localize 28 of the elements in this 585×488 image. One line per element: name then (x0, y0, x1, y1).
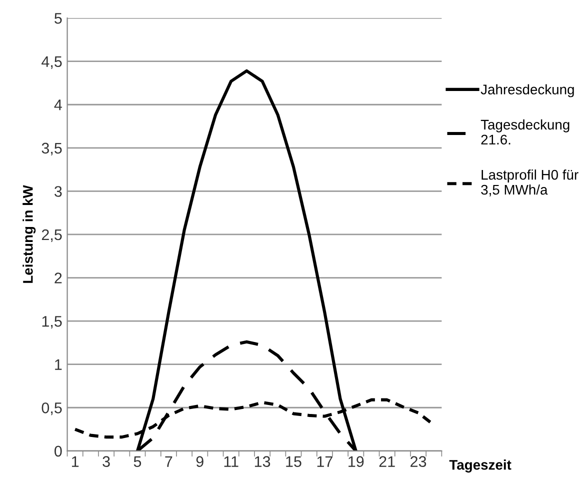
y-tick-label: 2,5 (42, 229, 62, 242)
y-axis-title: Leistung in kW (22, 185, 36, 283)
x-tick-label: 13 (254, 456, 270, 467)
y-tick-label: 4,5 (42, 56, 62, 69)
x-tick-label: 5 (134, 456, 142, 467)
x-axis-title: Tageszeit (449, 460, 512, 473)
x-tick-label: 9 (196, 456, 204, 467)
legend-label: Tagesdeckung 21.6. (480, 119, 570, 145)
y-tick-label: 5 (54, 13, 62, 24)
y-tick-label: 1 (55, 359, 62, 370)
y-tick-label: 3,5 (42, 142, 62, 156)
x-tick-label: 3 (102, 456, 110, 467)
x-tick-label: 7 (165, 456, 172, 467)
x-tick-label: 23 (410, 456, 426, 467)
x-tick-label: 21 (379, 456, 395, 467)
x-tick-label: 19 (348, 456, 364, 467)
y-tick-label: 1,5 (42, 316, 62, 329)
y-tick-label: 4 (54, 100, 62, 110)
y-tick-label: 3 (54, 186, 62, 197)
x-tick-label: 1 (72, 456, 79, 467)
y-tick-label: 0,5 (42, 402, 62, 416)
x-tick-label: 15 (286, 456, 302, 467)
legend-label: Lastprofil H0 für 3,5 MWh/a (481, 170, 578, 196)
y-tick-label: 0 (54, 446, 62, 457)
x-tick-label: 11 (224, 456, 238, 467)
x-tick-label: 17 (317, 456, 332, 467)
legend-label: Jahresdeckung (480, 84, 574, 98)
y-tick-label: 2 (54, 272, 62, 284)
